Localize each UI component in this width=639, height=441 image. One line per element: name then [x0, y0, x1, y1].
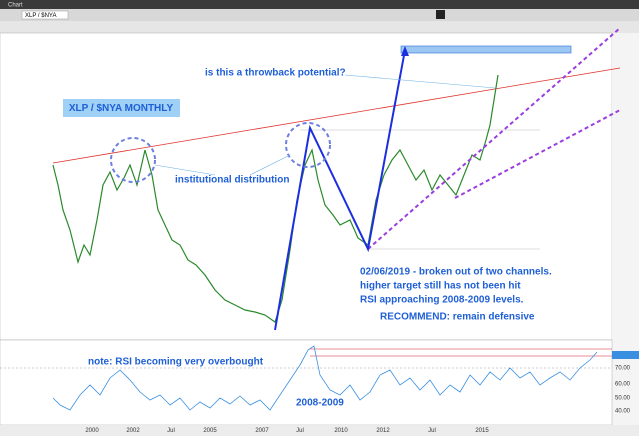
symbol: XLP / $NYA: [25, 13, 56, 19]
annotation: higher target still has not been hit: [360, 281, 521, 292]
rsi-value-box: [612, 351, 639, 359]
date-label: 2007: [255, 428, 269, 434]
date-label: 2005: [203, 428, 217, 434]
date-label: Jul: [296, 428, 304, 434]
date-label: Jul: [428, 428, 436, 434]
price-axis: [612, 33, 639, 425]
rsi-label: 40.00: [615, 409, 631, 415]
callout-line: [344, 74, 496, 89]
title-box: [63, 99, 180, 117]
date-label: 2000: [85, 428, 99, 434]
callout-line: [249, 154, 291, 176]
annotation: institutional distribution: [175, 175, 289, 186]
highlight-circle: [285, 122, 331, 168]
date-label: 2010: [334, 428, 348, 434]
channel-lower: [454, 109, 621, 199]
window-title: Chart: [8, 3, 23, 9]
symbol-box[interactable]: [21, 10, 69, 20]
rsi-panel: [0, 339, 613, 426]
price-panel: [0, 32, 613, 341]
rsi-label: 60.00: [615, 382, 631, 388]
date-labels: 2000 2002 Jul 2005 2007 Jul 2010 2012 Jul 2015: [85, 428, 489, 434]
rsi-label: 70.00: [615, 366, 631, 372]
projection-arrows: [274, 49, 406, 331]
annotation: RSI approaching 2008-2009 levels.: [360, 295, 524, 306]
drawing-toolbar[interactable]: [0, 21, 639, 33]
date-label: Jul: [167, 428, 175, 434]
trend-line: [52, 67, 621, 164]
callout-line: [154, 164, 216, 176]
annotation: is this a throwback potential?: [205, 68, 346, 79]
highlight-circle: [110, 137, 156, 183]
arrow-head: [401, 46, 409, 56]
rsi-axis: 70.00 60.00 50.00 40.00: [615, 366, 631, 415]
toolbar-button[interactable]: [436, 10, 445, 19]
rsi-curve: [52, 345, 598, 411]
annotation: RECOMMEND: remain defensive: [380, 312, 535, 323]
date-label: 2012: [376, 428, 390, 434]
chart-title: XLP / $NYA MONTHLY: [69, 103, 174, 114]
title-bar: [0, 0, 639, 9]
target-zone: [400, 45, 572, 54]
rsi-label: 50.00: [615, 396, 631, 402]
date-axis: [0, 425, 639, 436]
date-label: 2002: [126, 428, 140, 434]
annotation: 02/06/2019 - broken out of two channels.: [360, 267, 552, 278]
annotation: 2008-2009: [296, 398, 344, 409]
annotation: note: RSI becoming very overbought: [88, 357, 264, 368]
toolbar[interactable]: [0, 9, 639, 21]
date-label: 2015: [475, 428, 489, 434]
